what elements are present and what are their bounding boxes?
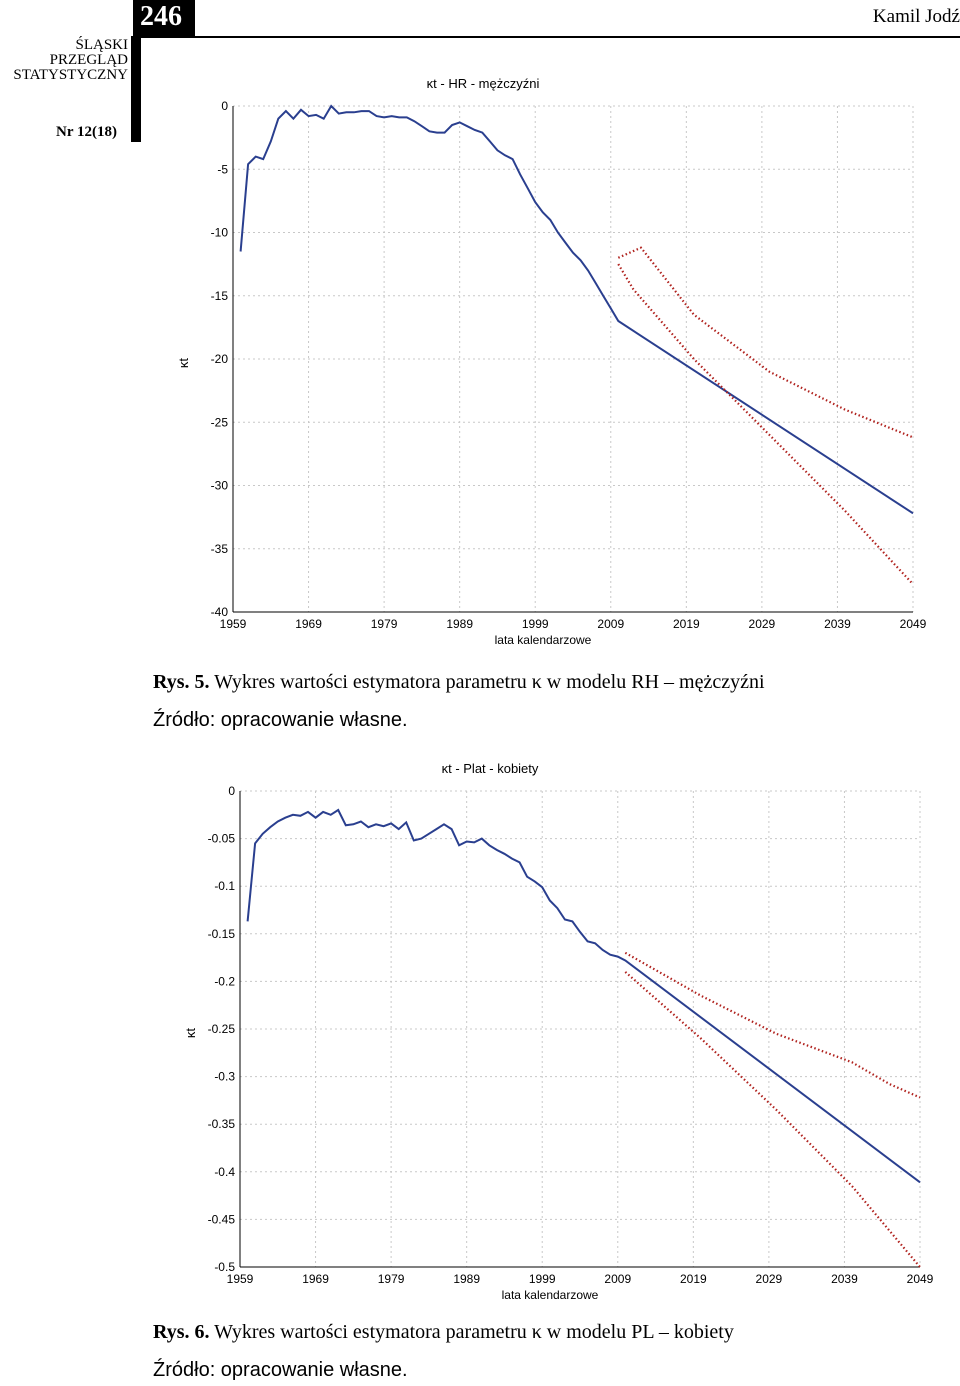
confidence-bound-line <box>617 263 914 585</box>
side-bar <box>131 38 141 142</box>
x-tick-label: 1959 <box>227 1272 254 1286</box>
y-tick-label: -10 <box>211 226 229 240</box>
y-tick-label: -0.45 <box>208 1212 236 1226</box>
issue-number: Nr 12(18) <box>56 124 117 140</box>
figure1-caption-text: Wykres wartości estymatora parametru κ w… <box>214 671 765 693</box>
kappa-series-line <box>246 808 921 1184</box>
journal-line: PRZEGLĄD <box>49 52 128 68</box>
x-axis-label: lata kalendarzowe <box>502 1288 599 1302</box>
page-number-box <box>133 0 195 38</box>
y-tick-label: -0.05 <box>208 832 236 846</box>
x-tick-label: 1969 <box>302 1272 329 1286</box>
y-tick-label: -0.5 <box>214 1260 235 1274</box>
y-axis-label: κt <box>176 358 191 369</box>
confidence-bound-line <box>624 951 921 1099</box>
y-tick-label: -0.3 <box>214 1070 235 1084</box>
y-tick-label: -35 <box>211 542 229 556</box>
figure1-source: Źródło: opracowanie własne. <box>153 709 408 731</box>
x-axis-label: lata kalendarzowe <box>495 633 592 647</box>
y-tick-label: -20 <box>211 352 229 366</box>
y-axis-label: κt <box>183 1028 198 1039</box>
y-tick-label: -40 <box>211 605 229 619</box>
chart-title: κt - Plat - kobiety <box>442 761 539 776</box>
x-tick-label: 2019 <box>673 617 700 631</box>
y-tick-label: -0.2 <box>214 974 235 988</box>
chart-rh-men: 1959 1969 1979 1989 1999 2009 2019 2029 2039 2049… <box>176 76 927 647</box>
x-tick-label: 1979 <box>371 617 398 631</box>
x-tick-label: 2019 <box>680 1272 707 1286</box>
x-tick-label: 1979 <box>378 1272 405 1286</box>
page-number: 246 <box>140 1 182 32</box>
y-tick-label: 0 <box>228 784 235 798</box>
x-tick-label: 2039 <box>824 617 851 631</box>
confidence-bound-line <box>617 246 914 439</box>
x-tick-label: 2029 <box>749 617 776 631</box>
journal-line: STATYSTYCZNY <box>13 67 128 83</box>
figure2-caption: Rys. 6. Wykres wartości estymatora param… <box>153 1320 734 1344</box>
kappa-series-line <box>239 104 914 515</box>
chart-title: κt - HR - mężczyźni <box>427 76 540 91</box>
y-tick-label: -0.35 <box>208 1117 236 1131</box>
y-tick-label: -0.4 <box>214 1165 235 1179</box>
confidence-bound-line <box>624 971 921 1268</box>
y-tick-label: 0 <box>221 99 228 113</box>
y-tick-label: -30 <box>211 479 229 493</box>
y-tick-label: -25 <box>211 415 229 429</box>
x-tick-label: 1989 <box>453 1272 480 1286</box>
x-tick-label: 1959 <box>220 617 247 631</box>
y-tick-label: -15 <box>211 289 229 303</box>
author-name: Kamil Jodź <box>872 6 960 27</box>
y-tick-label: -0.15 <box>208 927 236 941</box>
figure1-caption: Rys. 5. Wykres wartości estymatora param… <box>153 670 765 694</box>
y-tick-label: -0.1 <box>214 879 235 893</box>
x-tick-label: 2009 <box>604 1272 631 1286</box>
x-tick-label: 2049 <box>900 617 927 631</box>
x-tick-label: 2049 <box>907 1272 934 1286</box>
x-tick-label: 1999 <box>522 617 549 631</box>
journal-name: ŚLĄSKI PRZEGLĄD STATYSTYCZNY <box>0 38 128 83</box>
y-tick-label: -0.25 <box>208 1022 236 1036</box>
x-tick-label: 2039 <box>831 1272 858 1286</box>
journal-line: ŚLĄSKI <box>75 37 128 53</box>
figure2-caption-text: Wykres wartości estymatora parametru κ w… <box>214 1321 734 1343</box>
x-tick-label: 1989 <box>446 617 473 631</box>
y-tick-label: -5 <box>217 162 228 176</box>
x-tick-label: 1999 <box>529 1272 556 1286</box>
figure2-label: Rys. 6. <box>153 1321 210 1343</box>
figure1-label: Rys. 5. <box>153 671 210 693</box>
header-rule <box>131 36 960 38</box>
figure2-source: Źródło: opracowanie własne. <box>153 1359 408 1381</box>
x-tick-label: 1969 <box>295 617 322 631</box>
x-tick-label: 2009 <box>597 617 624 631</box>
chart-pl-women: 1959 1969 1979 1989 1999 2009 2019 2029 2039 2049… <box>183 761 934 1302</box>
x-tick-label: 2029 <box>756 1272 783 1286</box>
